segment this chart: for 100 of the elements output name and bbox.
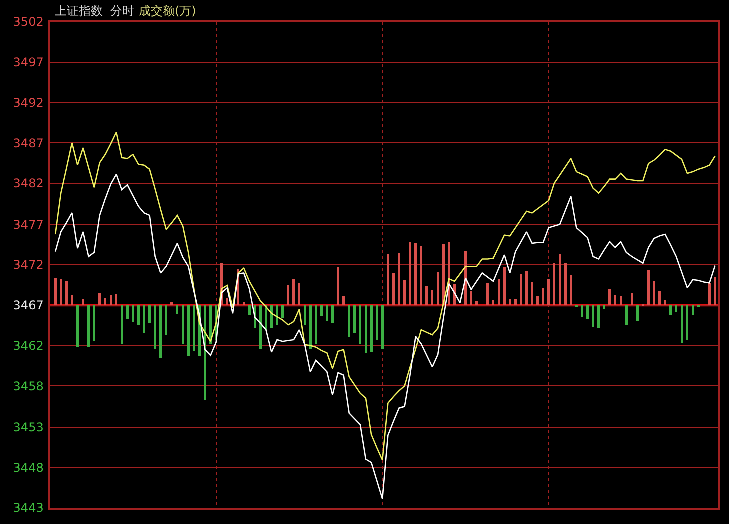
bar (76, 305, 79, 347)
bar (287, 285, 289, 305)
bar (270, 305, 273, 328)
y-tick-label: 3462 (13, 338, 44, 353)
bar (370, 305, 373, 352)
bar (498, 279, 500, 305)
bar (348, 305, 350, 337)
bar (98, 293, 101, 305)
bar (226, 298, 228, 305)
bar (708, 283, 711, 305)
bar (259, 305, 262, 349)
bar (414, 243, 417, 305)
bar (631, 293, 633, 305)
y-tick-label: 3453 (13, 420, 44, 434)
bar (653, 281, 655, 305)
bar (714, 277, 716, 305)
bar (398, 253, 400, 305)
bar (204, 305, 206, 400)
bar (664, 300, 666, 305)
bar (514, 299, 517, 305)
bar (553, 263, 555, 305)
bar (425, 286, 428, 305)
y-tick-label: 3472 (13, 258, 44, 272)
bar (182, 305, 184, 344)
bar (121, 305, 123, 344)
bar (176, 305, 178, 314)
bar (292, 279, 295, 305)
bar (93, 305, 95, 341)
y-tick-label: 3477 (13, 218, 44, 232)
bar (71, 295, 73, 305)
bar (542, 288, 544, 305)
bar (110, 295, 112, 305)
bar (409, 242, 411, 305)
bar (243, 302, 245, 305)
bar (309, 305, 312, 349)
bar (353, 305, 356, 333)
bar (281, 305, 284, 318)
bar (115, 294, 117, 305)
bar (320, 305, 323, 316)
bar (658, 291, 661, 305)
bar (193, 305, 195, 351)
bar (503, 267, 506, 305)
bar (636, 305, 639, 321)
bar (126, 305, 129, 319)
bar (392, 273, 395, 305)
y-tick-label: 3443 (13, 501, 44, 516)
y-tick-label: 3448 (13, 460, 44, 475)
bar (143, 305, 145, 333)
bar (276, 305, 278, 325)
y-tick-label: 3487 (13, 136, 44, 150)
bar (586, 305, 589, 319)
bar (475, 301, 478, 305)
bar (65, 281, 68, 305)
bar (381, 305, 384, 349)
bar (209, 305, 212, 344)
bar (403, 280, 406, 305)
bar (686, 305, 688, 340)
chart-title: 上证指数 分时 (55, 4, 135, 18)
bar (148, 305, 151, 323)
bar (592, 305, 594, 327)
bar (187, 305, 190, 356)
y-tick-label: 3467 (13, 298, 44, 313)
y-tick-label: 3497 (13, 56, 44, 70)
y-tick-label: 3492 (13, 96, 44, 110)
bar (298, 283, 300, 305)
bar (681, 305, 683, 343)
bar (304, 305, 306, 325)
bar (248, 305, 251, 315)
bar (520, 274, 522, 305)
text: 成交额(万) (139, 4, 196, 18)
bar (165, 305, 167, 335)
bar (82, 299, 84, 305)
line-series (54, 132, 716, 461)
bar (337, 267, 339, 305)
bar (60, 279, 62, 305)
bar (675, 305, 677, 312)
line-series (54, 174, 716, 500)
bar (87, 305, 90, 347)
bar (581, 305, 583, 317)
bar (470, 291, 472, 305)
bar (547, 279, 550, 305)
bar (154, 305, 156, 349)
y-tick-label: 3502 (13, 15, 44, 30)
bar (137, 305, 140, 325)
y-tick-label: 3458 (13, 379, 44, 394)
bar (614, 295, 616, 305)
bar (692, 305, 694, 315)
bar (315, 305, 317, 344)
y-tick-label: 3482 (13, 176, 44, 191)
bar (669, 305, 672, 315)
bar (486, 283, 489, 305)
bar (342, 296, 345, 305)
bar (437, 272, 439, 305)
bar (442, 244, 445, 305)
bar (387, 254, 389, 305)
bar (159, 305, 162, 358)
bar (620, 296, 622, 305)
bar (132, 305, 134, 322)
bar (376, 305, 378, 340)
bar (559, 254, 561, 305)
